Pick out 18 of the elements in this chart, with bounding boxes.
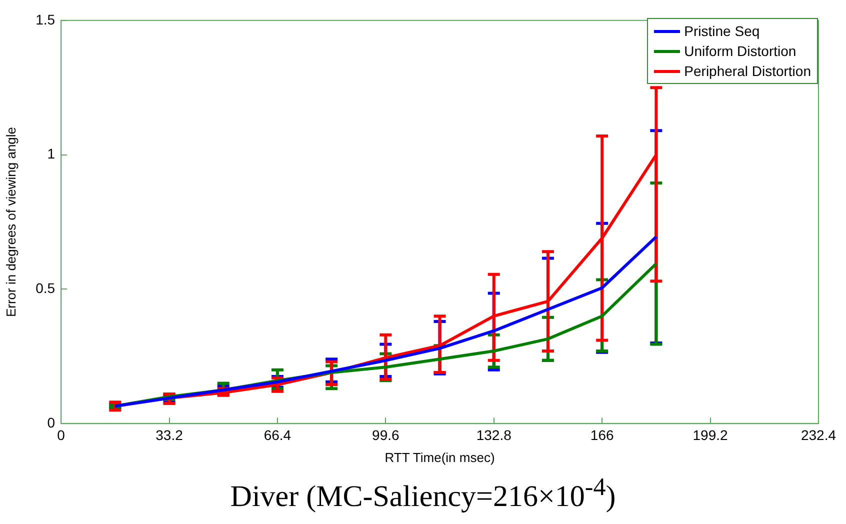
- x-tick-label: 33.2: [156, 426, 184, 443]
- text: Diver (MC-Saliency=216×10$^{-4}$): [229, 474, 617, 514]
- legend-label: Peripheral Distortion: [684, 63, 811, 79]
- x-tick-label: 232.4: [800, 426, 836, 443]
- x-tick-label: 99.6: [372, 426, 400, 443]
- y-tick-label: 1: [47, 146, 56, 162]
- legend-label: Pristine Seq: [684, 23, 760, 39]
- x-axis-title: RTT Time(in msec): [384, 450, 495, 465]
- x-tick-label: 132.8: [476, 426, 512, 443]
- x-tick-label: 166: [590, 426, 614, 443]
- y-tick-label: 1.5: [36, 11, 56, 28]
- y-tick-label: 0.5: [36, 280, 56, 296]
- legend-label: Uniform Distortion: [684, 43, 796, 59]
- x-tick-label: 0: [57, 426, 66, 443]
- y-tick-label: 0: [47, 414, 56, 430]
- y-axis-title: Error in degrees of viewing angle: [3, 126, 18, 318]
- x-tick-label: 66.4: [264, 426, 292, 443]
- x-tick-label: 199.2: [692, 426, 728, 443]
